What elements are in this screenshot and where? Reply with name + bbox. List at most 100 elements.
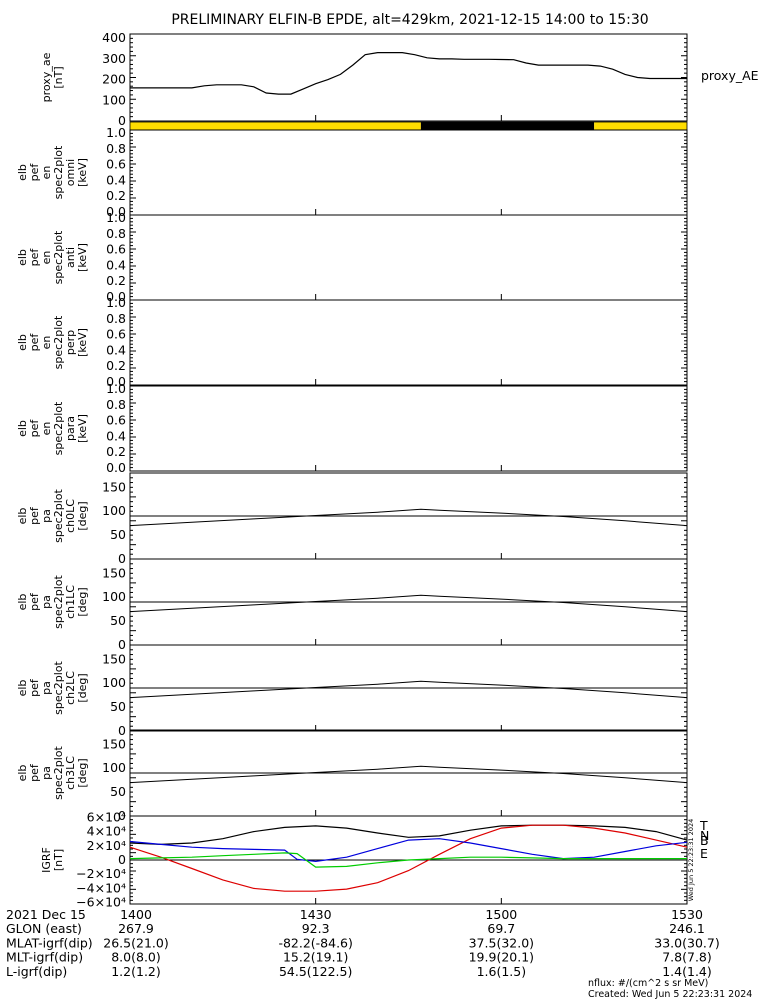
side-timestamp: Wed Jun 5 22:23:31 2024 — [687, 819, 695, 901]
pitch-panel-3-ylabel-line: [deg] — [76, 758, 89, 787]
pitch-panel-0-ylabel-line: spec2plot — [52, 489, 65, 543]
spec-panel-1-ytick-label: 0.2 — [106, 273, 126, 288]
spec-panel-0-ytick-label: 0.6 — [106, 157, 126, 172]
flux-units-note: nflux: #/(cm^2 s sr MeV) — [588, 978, 708, 989]
footer-row-label: MLT-igrf(dip) — [6, 950, 83, 965]
spec-panel-0-ylabel-line: pef — [28, 163, 41, 182]
footer-value: 1.6(1.5) — [477, 964, 527, 979]
spec-panel-1-ylabel-line: spec2plot — [52, 230, 65, 284]
footer-row-label: GLON (east) — [6, 921, 82, 936]
ae-ytick-label: 300 — [102, 51, 126, 66]
ae-ytick-label: 0 — [118, 113, 126, 128]
spec-panel-3-ytick-label: 0.4 — [106, 428, 126, 443]
ae-panel-ylabel-line: [nT] — [52, 66, 65, 88]
footer-value: 54.5(122.5) — [279, 964, 352, 979]
spec-panel-3-ylabel-line: spec2plot — [52, 401, 65, 455]
pitch-panel-0-ytick-label: 100 — [102, 503, 126, 518]
spec-panel-1-ylabel-line: anti — [64, 247, 77, 268]
spec-panel-0-ytick-label: 1.0 — [106, 125, 126, 140]
spec-panel-1-ytick-label: 0.0 — [106, 289, 126, 304]
grf-panel-ylabel-line: [nT] — [52, 849, 65, 871]
spec-panel-3-ytick-label: 0.6 — [106, 413, 126, 428]
footer-value: 267.9 — [118, 921, 154, 936]
spec-panel-2-ylabel-line: en — [40, 336, 53, 350]
grf-line-T — [129, 824, 688, 846]
spec-panel-1-ytick-label: 0.6 — [106, 242, 126, 257]
spec-panel-3-ytick-label: 0.8 — [106, 397, 126, 412]
footer-value: 92.3 — [302, 921, 330, 936]
pitch-panel-1-ylabel-line: pef — [28, 592, 41, 611]
pitch-panel-2-ytick-label: 100 — [102, 675, 126, 690]
footer-value: 69.7 — [487, 921, 515, 936]
spec-panel-1-ylabel-line: elb — [16, 249, 29, 266]
grf-legend-N: N — [700, 828, 709, 843]
spec-panel-2-ylabel-line: elb — [16, 334, 29, 351]
pitch-panel-1-ylabel-line: spec2plot — [52, 575, 65, 629]
spec-panel-2-ytick-label: 0.0 — [106, 374, 126, 389]
ae-ytick-label: 100 — [102, 92, 126, 107]
spec-panel-1-ylabel-line: [keV] — [76, 243, 89, 272]
pitch-panel-2-ylabel-line: pa — [40, 681, 53, 695]
pitch-panel-3-ylabel-line: pef — [28, 763, 41, 782]
spec-panel-1-ytick-label: 1.0 — [106, 210, 126, 225]
spec-panel-1-ytick-label: 0.8 — [106, 226, 126, 241]
pitch-panel-1-ylabel-line: pa — [40, 595, 53, 609]
spec-panel-0-frame — [129, 129, 688, 216]
spec-panel-1-ylabel-line: en — [40, 251, 53, 265]
spec-panel-3-ylabel-line: pef — [28, 419, 41, 438]
spec-panel-2-frame — [129, 299, 688, 386]
footer-row-label: 2021 Dec 15 — [6, 907, 86, 922]
footer-value: 246.1 — [669, 921, 705, 936]
spec-panel-2-ylabel-line: perp — [64, 330, 77, 355]
pitch-panel-2-ytick-label: 150 — [102, 651, 126, 666]
pitch-panel-2-ylabel-line: spec2plot — [52, 661, 65, 715]
coverage-segment — [420, 122, 595, 130]
grf-ytick-label: 4×10⁴ — [87, 824, 126, 839]
pitch-panel-1-ytick-label: 100 — [102, 589, 126, 604]
grf-line-E — [129, 852, 687, 868]
footer-value: 1.2(1.2) — [111, 964, 161, 979]
spec-panel-0-ylabel-line: omni — [64, 159, 77, 186]
pitch-panel-1-ytick-label: 50 — [110, 613, 126, 628]
grf-legend-E: E — [700, 846, 708, 861]
created-timestamp: Created: Wed Jun 5 22:23:31 2024 — [588, 989, 752, 1000]
ae-panel-frame — [129, 33, 688, 122]
footer-row-label: L-igrf(dip) — [6, 964, 67, 979]
spec-panel-2-ytick-label: 1.0 — [106, 295, 126, 310]
spec-panel-2-ytick-label: 0.4 — [106, 342, 126, 357]
spec-panel-0-ytick-label: 0.4 — [106, 172, 126, 187]
footer-value: 1.4(1.4) — [662, 964, 712, 979]
grf-ytick-label: 0 — [118, 852, 126, 867]
pitch-panel-2-ylabel-line: [deg] — [76, 673, 89, 702]
pitch-panel-2-line-0 — [129, 680, 688, 699]
grf-ytick-label: 6×10⁴ — [87, 809, 126, 824]
grf-panel-ylabel-line: IGRF — [40, 847, 53, 873]
spec-panel-2-ytick-label: 0.8 — [106, 311, 126, 326]
spec-panel-2-ylabel-line: [keV] — [76, 328, 89, 357]
pitch-panel-3-ytick-label: 100 — [102, 760, 126, 775]
spec-panel-0-ylabel-line: [keV] — [76, 158, 89, 187]
grf-legend-B: B — [700, 833, 709, 848]
spec-panel-2-ylabel-line: pef — [28, 333, 41, 352]
footer-value: -82.2(-84.6) — [278, 935, 352, 950]
spec-panel-3-ylabel-line: en — [40, 422, 53, 436]
footer-value: 1400 — [120, 907, 152, 922]
footer-row-label: MLAT-igrf(dip) — [6, 935, 93, 950]
spec-panel-1-ytick-label: 0.4 — [106, 257, 126, 272]
spec-panel-1-ylabel-line: pef — [28, 248, 41, 267]
pitch-panel-2-ylabel-line: ch2LC — [64, 671, 77, 705]
footer-value: 15.2(19.1) — [283, 950, 348, 965]
footer-value: 19.9(20.1) — [469, 950, 534, 965]
grf-line-N — [129, 824, 688, 892]
pitch-panel-2-ylabel-line: pef — [28, 678, 41, 697]
pitch-panel-1-ylabel-line: [deg] — [76, 587, 89, 616]
pitch-panel-0-line-0 — [129, 508, 688, 527]
footer-value: 37.5(32.0) — [469, 935, 534, 950]
ae-ytick-label: 400 — [102, 30, 126, 45]
footer-value: 1530 — [671, 907, 703, 922]
spec-panel-2-ytick-label: 0.6 — [106, 327, 126, 342]
footer-value: 7.8(7.8) — [662, 950, 712, 965]
pitch-panel-3-ytick-label: 150 — [102, 736, 126, 751]
spec-panel-2-ylabel-line: spec2plot — [52, 315, 65, 369]
